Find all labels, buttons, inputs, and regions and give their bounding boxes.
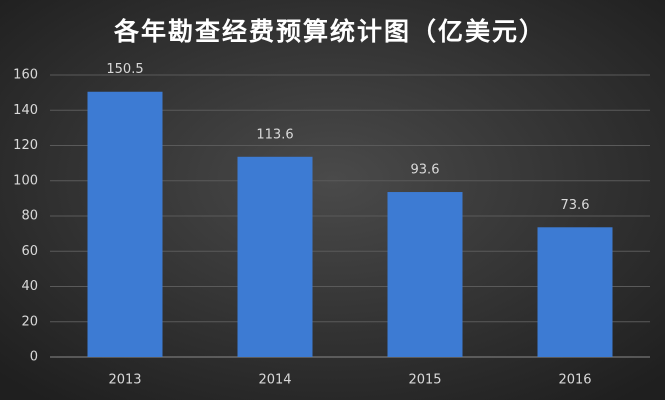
bar bbox=[537, 227, 613, 357]
x-tick-label: 2015 bbox=[408, 373, 441, 388]
y-tick-label: 140 bbox=[13, 103, 38, 118]
bar bbox=[237, 156, 313, 357]
y-tick-label: 60 bbox=[21, 244, 38, 259]
y-tick-label: 120 bbox=[13, 138, 38, 153]
chart-title: 各年勘查经费预算统计图（亿美元） bbox=[113, 17, 546, 46]
x-tick-label: 2013 bbox=[108, 373, 141, 388]
y-tick-label: 80 bbox=[21, 209, 38, 224]
y-tick-label: 20 bbox=[21, 314, 38, 329]
data-label: 150.5 bbox=[106, 62, 143, 77]
y-tick-label: 40 bbox=[21, 279, 38, 294]
data-label: 73.6 bbox=[561, 198, 590, 213]
y-tick-label: 100 bbox=[13, 173, 38, 188]
data-label: 113.6 bbox=[256, 127, 293, 142]
bar bbox=[87, 91, 163, 358]
data-label: 93.6 bbox=[411, 163, 440, 178]
x-tick-label: 2014 bbox=[258, 373, 291, 388]
y-tick-label: 0 bbox=[30, 350, 38, 365]
bar bbox=[387, 192, 463, 357]
x-tick-label: 2016 bbox=[558, 373, 591, 388]
y-tick-label: 160 bbox=[13, 68, 38, 83]
